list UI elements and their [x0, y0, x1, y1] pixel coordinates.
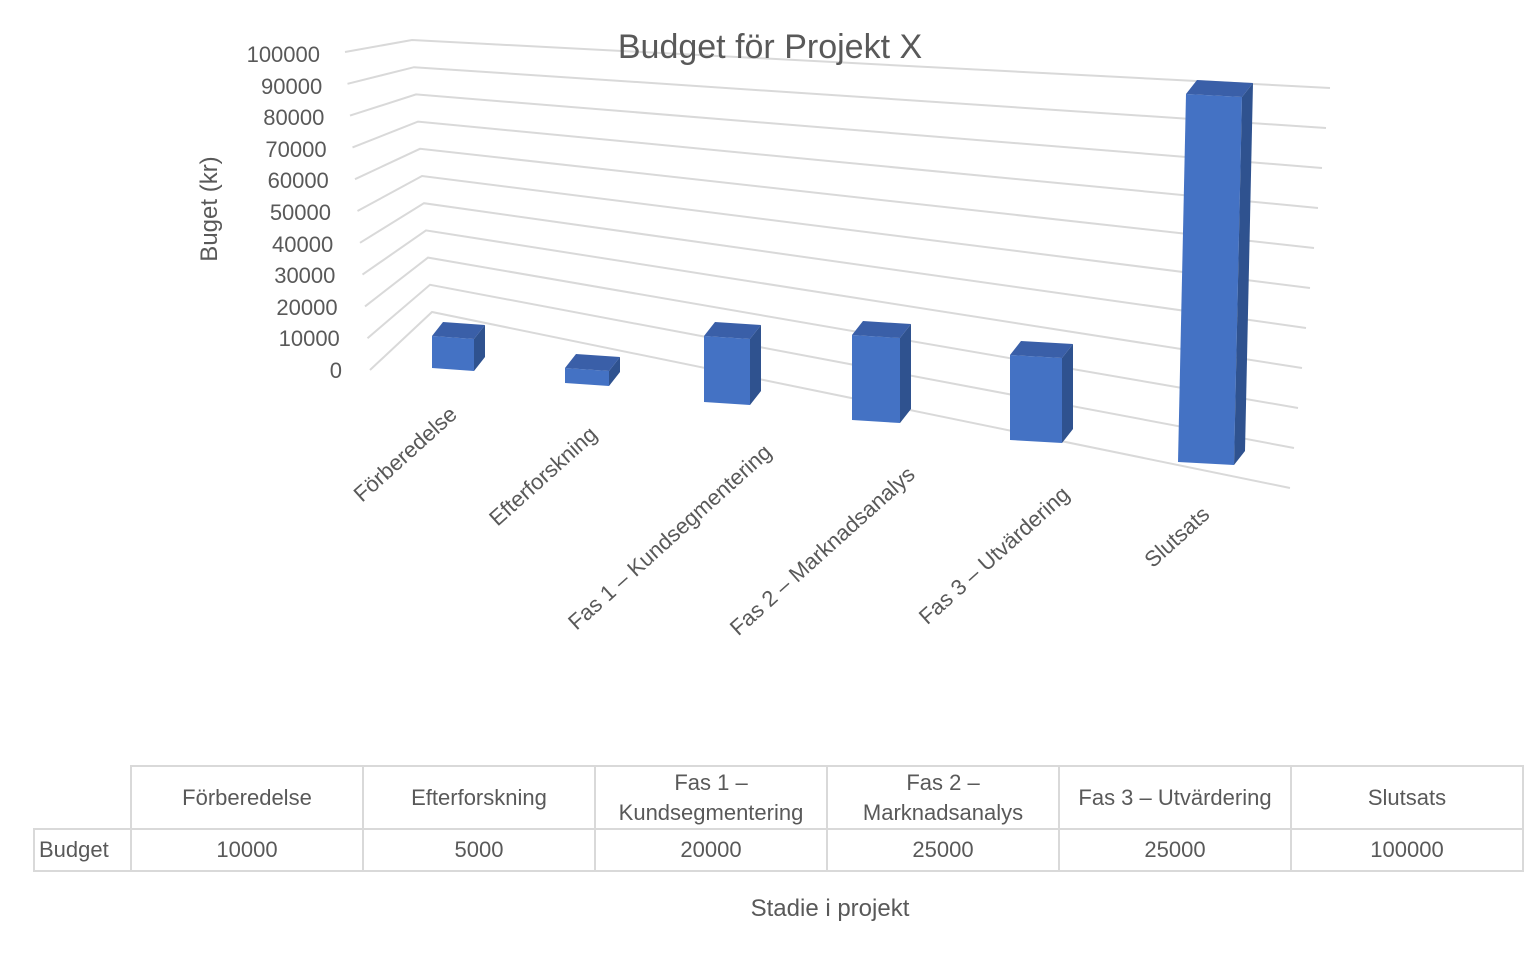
gridline [369, 310, 1291, 489]
gridline [347, 66, 1327, 129]
bar-top [1010, 341, 1073, 358]
data-table-row-label: Budget [33, 828, 132, 872]
y-tick-label: 30000 [274, 263, 336, 289]
y-tick-label: 10000 [278, 326, 340, 352]
data-table-header: Förberedelse [130, 765, 364, 830]
bar-side [900, 324, 911, 423]
data-table-cell: 25000 [1058, 828, 1292, 872]
bar-top [432, 322, 485, 339]
gridline [364, 256, 1299, 409]
data-table-header: Fas 3 – Utvärdering [1058, 765, 1292, 830]
bar-front [1178, 94, 1242, 465]
data-table: Förberedelse Efterforskning Fas 1 – Kunds… [33, 765, 1524, 872]
gridline [361, 229, 1303, 369]
bar-top [852, 321, 911, 338]
data-table-corner [34, 766, 132, 830]
data-table-cell: 5000 [362, 828, 596, 872]
bar-top [704, 322, 761, 339]
gridline [354, 147, 1315, 249]
data-table-cell: 25000 [826, 828, 1060, 872]
bar-front [852, 335, 900, 423]
y-tick-label: 80000 [263, 105, 325, 131]
y-tick-label: 100000 [246, 42, 320, 67]
y-tick-label: 60000 [267, 168, 329, 194]
gridline [357, 174, 1311, 289]
data-table-header: Fas 1 – Kundsegmentering [594, 765, 828, 830]
data-table-cell: 100000 [1290, 828, 1524, 872]
bar-side [474, 325, 485, 371]
data-table-cell: 20000 [594, 828, 828, 872]
bar-side [1234, 83, 1253, 465]
x-axis-title: Stadie i projekt [750, 895, 910, 922]
y-tick-label: 90000 [261, 73, 323, 99]
data-table-cell: 10000 [130, 828, 364, 872]
gridline [366, 283, 1295, 449]
y-tick-label: 20000 [276, 294, 338, 320]
chart-title: Budget för Projekt X [617, 28, 923, 66]
y-tick-label: 40000 [272, 231, 334, 257]
bar-top [1186, 80, 1253, 97]
gridline [344, 38, 1331, 89]
y-tick-label: 70000 [265, 136, 327, 162]
y-tick-label: 50000 [269, 200, 331, 225]
data-table-header-row: Förberedelse Efterforskning Fas 1 – Kunds… [34, 765, 1524, 830]
bar-top [565, 354, 620, 371]
data-table-header: Slutsats [1290, 765, 1524, 830]
gridline [352, 120, 1319, 209]
bar-front [704, 336, 750, 405]
bar-front [432, 336, 474, 371]
gridline [359, 202, 1307, 329]
bar-front [1010, 355, 1062, 443]
bar-side [609, 357, 620, 386]
gridline [349, 93, 1323, 169]
data-table-header: Efterforskning [362, 765, 596, 830]
data-table-header: Fas 2 – Marknadsanalys [826, 765, 1060, 830]
bar-side [1062, 344, 1073, 443]
y-tick-label: 0 [329, 358, 342, 383]
bar-front [565, 368, 609, 386]
bar-side [750, 325, 761, 405]
data-table-row: Budget 10000 5000 20000 25000 25000 1000… [33, 828, 1524, 872]
